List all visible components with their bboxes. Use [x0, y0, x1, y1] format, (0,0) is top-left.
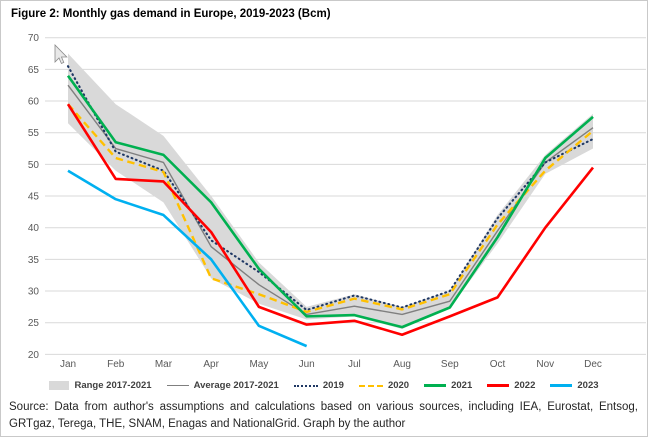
- y-axis-tick-label: 45: [28, 192, 40, 203]
- y-axis-tick-label: 35: [28, 255, 40, 266]
- legend-label-y2019: 2019: [322, 380, 344, 391]
- x-axis-tick-label: Apr: [203, 359, 219, 370]
- series-line-2019: [66, 65, 595, 312]
- mouse-cursor: [54, 44, 68, 65]
- legend-label-y2023: 2023: [577, 380, 599, 391]
- legend-swatch-y2022: [487, 384, 510, 387]
- y-axis-tick-label: 70: [28, 33, 40, 44]
- x-axis-tick-label: Mar: [155, 359, 173, 370]
- legend-item-y2022: 2022: [487, 380, 535, 391]
- x-axis-tick-label: Jul: [348, 359, 361, 370]
- chart-title: Figure 2: Monthly gas demand in Europe, …: [11, 8, 331, 20]
- legend-item-y2020: 2020: [358, 380, 410, 391]
- legend-swatch-y2019: [293, 384, 318, 387]
- legend-label-y2021: 2021: [451, 380, 473, 391]
- y-axis-tick-label: 50: [28, 160, 40, 171]
- range-band: [68, 53, 593, 330]
- y-axis-tick-label: 30: [28, 287, 40, 298]
- series-line-2023: [67, 169, 308, 348]
- chart-legend: Range 2017-2021 Average 2017-2021 2019 2020…: [1, 380, 647, 391]
- x-axis-tick-label: Aug: [393, 359, 411, 370]
- legend-swatch-range: [49, 381, 70, 390]
- legend-swatch-y2023: [550, 384, 573, 387]
- legend-label-y2020: 2020: [387, 380, 410, 391]
- legend-item-y2021: 2021: [424, 380, 472, 391]
- x-axis-tick-label: Jan: [60, 359, 76, 370]
- series-line-2022: [66, 103, 595, 337]
- x-axis-tick-label: Nov: [536, 359, 554, 370]
- source-note: Source: Data from author's assumptions a…: [9, 401, 638, 430]
- y-axis-tick-label: 60: [28, 97, 40, 108]
- gas-demand-line-chart: 20 25 30 35 40 45 50 55 60 65 70 Jan Feb Mar Apr May Jun…: [28, 33, 646, 370]
- x-axis-tick-label: Dec: [584, 359, 602, 370]
- x-axis-tick-label: Jun: [299, 359, 315, 370]
- series-line-2021: [66, 74, 594, 329]
- legend-item-y2023: 2023: [550, 380, 599, 391]
- series-line-2020: [67, 103, 594, 314]
- legend-item-y2019: 2019: [293, 380, 344, 391]
- x-axis-tick-label: May: [249, 359, 268, 370]
- y-axis-tick-label: 40: [28, 223, 40, 234]
- y-axis-tick-label: 55: [28, 128, 40, 139]
- legend-label-y2022: 2022: [514, 380, 536, 391]
- legend-label-average: Average 2017-2021: [193, 380, 279, 391]
- y-axis-tick-label: 20: [28, 350, 40, 361]
- x-axis-tick-label: Oct: [490, 359, 506, 370]
- legend-label-range: Range 2017-2021: [74, 380, 152, 391]
- legend-swatch-average: [166, 385, 189, 386]
- legend-swatch-y2021: [424, 384, 447, 387]
- x-axis-tick-label: Feb: [107, 359, 125, 370]
- legend-item-range: Range 2017-2021: [49, 380, 152, 391]
- y-axis-tick-label: 25: [28, 318, 40, 329]
- x-axis-tick-label: Sep: [441, 359, 459, 370]
- y-axis-tick-label: 65: [28, 65, 40, 76]
- series-line-average-2017-2021: [67, 84, 594, 316]
- legend-swatch-y2020: [358, 384, 383, 387]
- legend-item-average: Average 2017-2021: [166, 380, 279, 391]
